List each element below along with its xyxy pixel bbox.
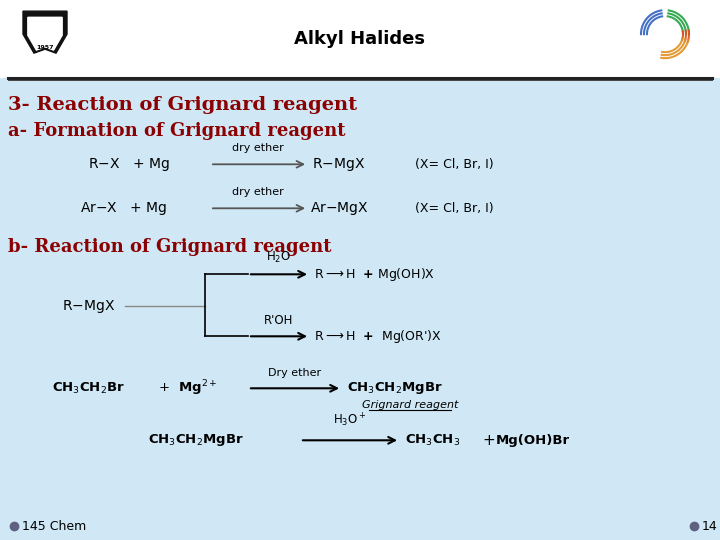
Text: dry ether: dry ether bbox=[232, 143, 284, 153]
Bar bbox=[0, 0, 720, 78]
Text: H$_3$O$^+$: H$_3$O$^+$ bbox=[333, 412, 366, 429]
Text: CH$_3$CH$_2$MgBr: CH$_3$CH$_2$MgBr bbox=[148, 433, 243, 448]
Text: CH$_3$CH$_2$MgBr: CH$_3$CH$_2$MgBr bbox=[347, 380, 443, 396]
Text: Alkyl Halides: Alkyl Halides bbox=[294, 30, 426, 48]
Text: 14: 14 bbox=[702, 519, 718, 532]
Text: b- Reaction of Grignard reagent: b- Reaction of Grignard reagent bbox=[8, 238, 331, 256]
Text: a- Formation of Grignard reagent: a- Formation of Grignard reagent bbox=[8, 122, 346, 140]
Text: Ar$-$MgX: Ar$-$MgX bbox=[310, 200, 369, 217]
Text: 3- Reaction of Grignard reagent: 3- Reaction of Grignard reagent bbox=[8, 96, 357, 114]
Text: Ar$-$X   + Mg: Ar$-$X + Mg bbox=[80, 200, 167, 217]
Text: Mg(OH)Br: Mg(OH)Br bbox=[496, 434, 570, 447]
Text: dry ether: dry ether bbox=[232, 187, 284, 197]
Text: $+$  Mg$^{2+}$: $+$ Mg$^{2+}$ bbox=[158, 379, 217, 398]
Text: R$-$X   + Mg: R$-$X + Mg bbox=[88, 156, 170, 173]
Text: R$-$MgX: R$-$MgX bbox=[312, 156, 365, 173]
Text: (X= Cl, Br, I): (X= Cl, Br, I) bbox=[415, 202, 494, 215]
Text: $+$: $+$ bbox=[482, 433, 495, 448]
Text: Dry ether: Dry ether bbox=[269, 368, 322, 379]
Text: H$_2$O: H$_2$O bbox=[266, 250, 292, 265]
Text: 1957: 1957 bbox=[36, 45, 54, 50]
Text: CH$_3$CH$_2$Br: CH$_3$CH$_2$Br bbox=[52, 381, 125, 396]
Polygon shape bbox=[23, 11, 67, 53]
Text: R$-$MgX: R$-$MgX bbox=[62, 298, 115, 315]
Text: CH$_3$CH$_3$: CH$_3$CH$_3$ bbox=[405, 433, 460, 448]
Text: R$\longrightarrow$H  $\boldsymbol{+}$ Mg(OH)X: R$\longrightarrow$H $\boldsymbol{+}$ Mg(… bbox=[314, 266, 435, 283]
Text: R'OH: R'OH bbox=[264, 314, 294, 327]
Text: R$\longrightarrow$H  $\boldsymbol{+}$  Mg(OR')X: R$\longrightarrow$H $\boldsymbol{+}$ Mg(… bbox=[314, 328, 441, 345]
Text: (X= Cl, Br, I): (X= Cl, Br, I) bbox=[415, 158, 494, 171]
Text: 145 Chem: 145 Chem bbox=[22, 519, 86, 532]
Polygon shape bbox=[28, 17, 62, 50]
Text: Grignard reagent: Grignard reagent bbox=[362, 400, 458, 410]
